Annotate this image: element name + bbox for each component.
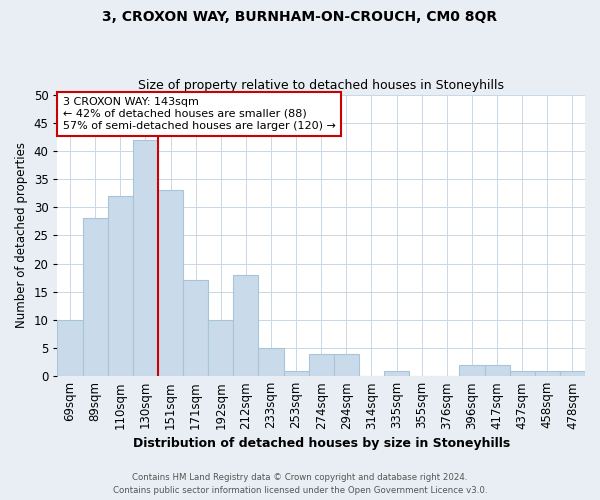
Bar <box>233 275 259 376</box>
Bar <box>83 218 108 376</box>
Text: 3 CROXON WAY: 143sqm
← 42% of detached houses are smaller (88)
57% of semi-detac: 3 CROXON WAY: 143sqm ← 42% of detached h… <box>63 98 335 130</box>
Bar <box>133 140 158 376</box>
Y-axis label: Number of detached properties: Number of detached properties <box>15 142 28 328</box>
Text: 3, CROXON WAY, BURNHAM-ON-CROUCH, CM0 8QR: 3, CROXON WAY, BURNHAM-ON-CROUCH, CM0 8Q… <box>103 10 497 24</box>
Bar <box>485 365 509 376</box>
Bar <box>183 280 208 376</box>
Bar <box>208 320 233 376</box>
Bar <box>58 320 83 376</box>
X-axis label: Distribution of detached houses by size in Stoneyhills: Distribution of detached houses by size … <box>133 437 510 450</box>
Text: Contains HM Land Registry data © Crown copyright and database right 2024.
Contai: Contains HM Land Registry data © Crown c… <box>113 474 487 495</box>
Bar <box>509 370 535 376</box>
Bar <box>460 365 485 376</box>
Bar <box>560 370 585 376</box>
Title: Size of property relative to detached houses in Stoneyhills: Size of property relative to detached ho… <box>138 79 504 92</box>
Bar <box>535 370 560 376</box>
Bar <box>259 348 284 376</box>
Bar <box>384 370 409 376</box>
Bar <box>308 354 334 376</box>
Bar <box>158 190 183 376</box>
Bar <box>334 354 359 376</box>
Bar <box>108 196 133 376</box>
Bar <box>284 370 308 376</box>
